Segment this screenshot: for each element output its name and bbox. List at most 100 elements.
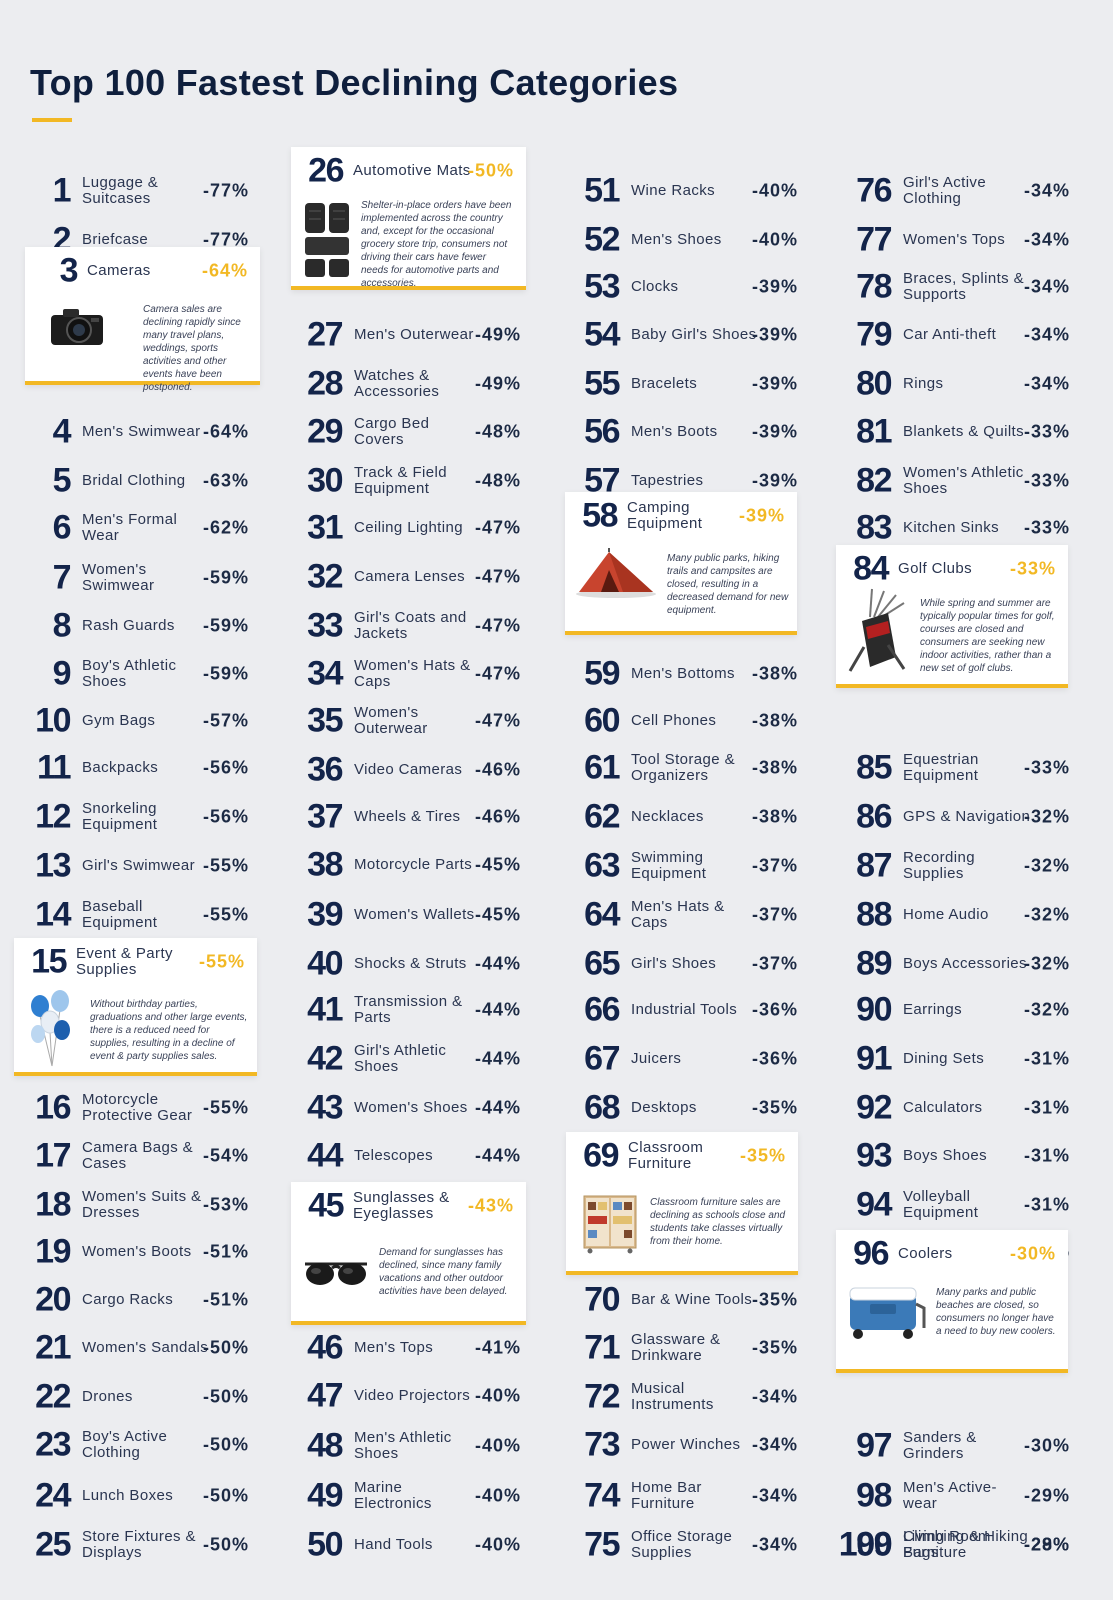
category-name: Girl's Athletic Shoes <box>354 1042 447 1075</box>
category-row-77: 77 Women's Tops -34% <box>821 218 1086 262</box>
decline-percent: -33% <box>1023 421 1070 442</box>
rank-number: 76 <box>856 171 892 210</box>
rank-number: 14 <box>35 895 71 934</box>
decline-percent: -55% <box>202 855 249 876</box>
category-name: Earrings <box>903 1001 963 1018</box>
category-name: Men's Bottoms <box>631 665 735 682</box>
decline-percent: -35% <box>751 1289 798 1310</box>
decline-percent: -63% <box>202 470 249 491</box>
decline-percent: -49% <box>474 324 521 345</box>
rank-number: 73 <box>584 1425 620 1464</box>
decline-percent: -34% <box>751 1534 798 1555</box>
card-header: 96 Coolers -30% <box>836 1230 1068 1278</box>
decline-percent: -40% <box>474 1485 521 1506</box>
rank-number: 48 <box>307 1426 343 1465</box>
rank-number: 68 <box>584 1088 620 1127</box>
decline-percent: -56% <box>202 757 249 778</box>
decline-percent: -38% <box>751 806 798 827</box>
category-name: Ceiling Lighting <box>354 519 463 536</box>
rank-number: 93 <box>856 1136 892 1175</box>
decline-percent: -44% <box>474 1097 521 1118</box>
decline-percent: -34% <box>1023 180 1070 201</box>
rank-number: 65 <box>584 944 620 983</box>
category-row-16: 16 Motorcycle Protective Gear -55% <box>0 1086 265 1130</box>
decline-percent: -38% <box>751 710 798 731</box>
category-row-59: 59 Men's Bottoms -38% <box>549 652 814 696</box>
rank-number: 28 <box>307 364 343 403</box>
rank-number: 61 <box>584 748 620 787</box>
card-header: 69 Classroom Furniture -35% <box>566 1132 798 1180</box>
card-header: 26 Automotive Mats -50% <box>291 147 526 195</box>
rank-number: 22 <box>35 1377 71 1416</box>
decline-percent: -35% <box>751 1097 798 1118</box>
category-name: Video Cameras <box>354 761 463 778</box>
rank-number: 81 <box>856 412 892 451</box>
category-name: Women's Athletic Shoes <box>903 464 1024 497</box>
rank-number: 59 <box>584 654 620 693</box>
category-row-99: 99 Living Room Furniture -29% <box>821 1523 1086 1567</box>
decline-percent: -39% <box>751 470 798 491</box>
category-row-30: 30 Track & Field Equipment -48% <box>272 459 537 503</box>
decline-percent: -64% <box>202 421 249 442</box>
rank-number: 11 <box>37 748 71 787</box>
card-description: Shelter-in-place orders have been implem… <box>361 200 512 289</box>
category-name: Store Fixtures & Displays <box>82 1528 196 1561</box>
category-name: Clocks <box>631 278 679 295</box>
category-name: Track & Field Equipment <box>354 464 447 497</box>
decline-percent: -30% <box>1009 1243 1056 1264</box>
category-row-46: 46 Men's Tops -41% <box>272 1326 537 1370</box>
decline-percent: -45% <box>474 854 521 875</box>
category-name: Luggage & Suitcases <box>82 174 159 207</box>
decline-percent: -64% <box>201 260 248 281</box>
rank-number: 7 <box>52 558 72 597</box>
category-row-24: 24 Lunch Boxes -50% <box>0 1474 265 1518</box>
category-name: Boys Shoes <box>903 1147 988 1164</box>
decline-percent: -40% <box>474 1534 521 1555</box>
category-name: Automotive Mats <box>353 162 471 179</box>
decline-percent: -55% <box>202 904 249 925</box>
category-row-36: 36 Video Cameras -46% <box>272 748 537 792</box>
rank-number: 16 <box>35 1088 71 1127</box>
decline-percent: -32% <box>1023 904 1070 925</box>
car-mats-icon <box>303 201 351 279</box>
category-name: Cell Phones <box>631 712 717 729</box>
decline-percent: -35% <box>739 1145 786 1166</box>
column-4: 76 Girl's Active Clothing -34% 77 Women's To… <box>821 148 1086 1578</box>
category-name: Sunglasses & Eyeglasses <box>353 1189 450 1222</box>
category-name: Drones <box>82 1388 133 1405</box>
category-row-92: 92 Calculators -31% <box>821 1086 1086 1130</box>
decline-percent: -50% <box>202 1534 249 1555</box>
decline-percent: -43% <box>467 1195 514 1216</box>
decline-percent: -33% <box>1023 757 1070 778</box>
category-name: Classroom Furniture <box>628 1139 704 1172</box>
decline-percent: -45% <box>474 904 521 925</box>
rank-number: 52 <box>584 220 620 259</box>
decline-percent: -59% <box>202 567 249 588</box>
category-row-78: 78 Braces, Splints & Supports -34% <box>821 265 1086 309</box>
category-name: Volleyball Equipment <box>903 1188 979 1221</box>
category-row-97: 97 Sanders & Grinders -30% <box>821 1424 1086 1468</box>
rank-number: 1 <box>52 171 72 210</box>
decline-percent: -37% <box>751 904 798 925</box>
category-name: Camping Equipment <box>627 499 703 532</box>
category-row-50: 50 Hand Tools -40% <box>272 1523 537 1567</box>
card-header: 3 Cameras -64% <box>25 247 260 295</box>
rank-number: 44 <box>307 1136 343 1175</box>
category-name: Desktops <box>631 1099 697 1116</box>
category-name: Baseball Equipment <box>82 898 158 931</box>
category-name: Gym Bags <box>82 712 156 729</box>
decline-percent: -34% <box>751 1386 798 1407</box>
decline-percent: -32% <box>1023 953 1070 974</box>
category-name: Camera Lenses <box>354 568 466 585</box>
category-name: Lunch Boxes <box>82 1487 174 1504</box>
rank-number: 98 <box>856 1476 892 1515</box>
rank-number: 56 <box>584 412 620 451</box>
rank-number: 46 <box>307 1328 343 1367</box>
decline-percent: -46% <box>474 759 521 780</box>
decline-percent: -29% <box>1023 1485 1070 1506</box>
category-row-66: 66 Industrial Tools -36% <box>549 988 814 1032</box>
rank-number: 84 <box>853 549 889 588</box>
rank-number: 70 <box>584 1280 620 1319</box>
category-name: Women's Wallets <box>354 906 475 923</box>
rank-number: 62 <box>584 797 620 836</box>
